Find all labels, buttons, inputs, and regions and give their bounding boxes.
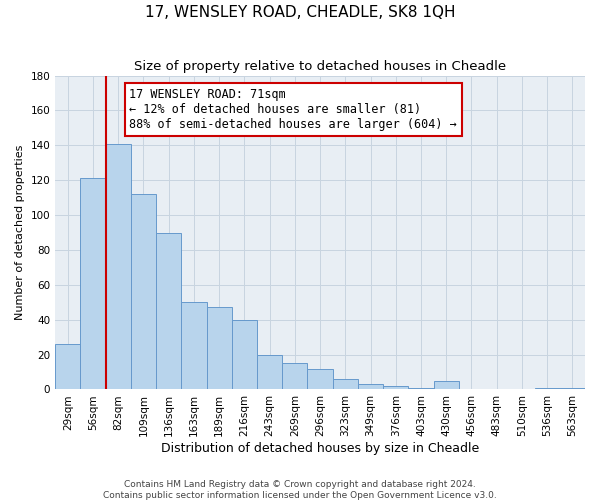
Bar [232, 320, 257, 390]
Bar [282, 364, 307, 390]
Text: 17 WENSLEY ROAD: 71sqm
← 12% of detached houses are smaller (81)
88% of semi-det: 17 WENSLEY ROAD: 71sqm ← 12% of detached… [130, 88, 457, 131]
Bar [156, 232, 181, 390]
Bar [409, 388, 434, 390]
Bar [106, 144, 131, 390]
Bar [434, 380, 459, 390]
Bar [560, 388, 585, 390]
Bar [358, 384, 383, 390]
Bar [181, 302, 206, 390]
Bar [307, 368, 332, 390]
Bar [206, 308, 232, 390]
Bar [383, 386, 409, 390]
Bar [332, 379, 358, 390]
Y-axis label: Number of detached properties: Number of detached properties [15, 145, 25, 320]
Title: Size of property relative to detached houses in Cheadle: Size of property relative to detached ho… [134, 60, 506, 73]
X-axis label: Distribution of detached houses by size in Cheadle: Distribution of detached houses by size … [161, 442, 479, 455]
Bar [131, 194, 156, 390]
Text: 17, WENSLEY ROAD, CHEADLE, SK8 1QH: 17, WENSLEY ROAD, CHEADLE, SK8 1QH [145, 5, 455, 20]
Text: Contains HM Land Registry data © Crown copyright and database right 2024.
Contai: Contains HM Land Registry data © Crown c… [103, 480, 497, 500]
Bar [257, 354, 282, 390]
Bar [55, 344, 80, 390]
Bar [535, 388, 560, 390]
Bar [80, 178, 106, 390]
